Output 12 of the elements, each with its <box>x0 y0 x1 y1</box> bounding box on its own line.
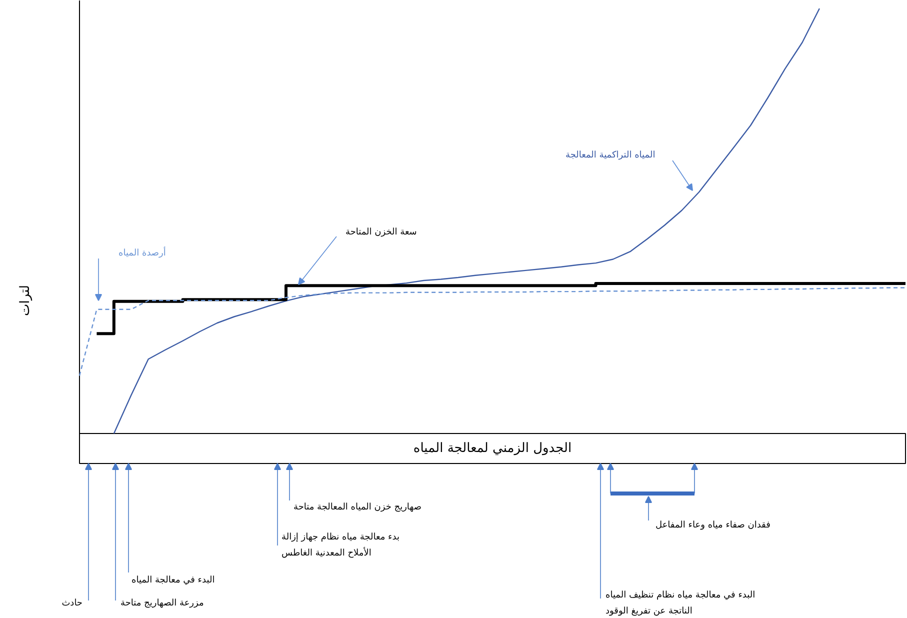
y-axis-title: لترات <box>18 285 33 316</box>
text: البدء في معالجة المياه <box>132 576 215 586</box>
x-axis-title: الجدول الزمني لمعالجة المياه <box>413 441 572 456</box>
text: فقدان صفاء مياه وعاء المفاعل <box>656 520 770 530</box>
text: أرصدة المياه <box>118 246 166 258</box>
text: سعة الخزن المتاحة <box>346 228 417 238</box>
text: صهاريج خزن المياه المعالجة متاحة <box>294 502 422 512</box>
text: البدء في معالجة مياه نظام تنظيف المياه الناتجة عن تفريغ الوقود <box>606 590 756 616</box>
text: حادث <box>62 598 83 608</box>
text: بدء معالجة مياه نظام جهاز إزالة الأملاح المعدنية الغاطس <box>282 532 400 558</box>
text: مزرعة الصهاريج متاحة <box>120 598 204 608</box>
text: المياه التراكمية المعالجة <box>566 150 656 160</box>
